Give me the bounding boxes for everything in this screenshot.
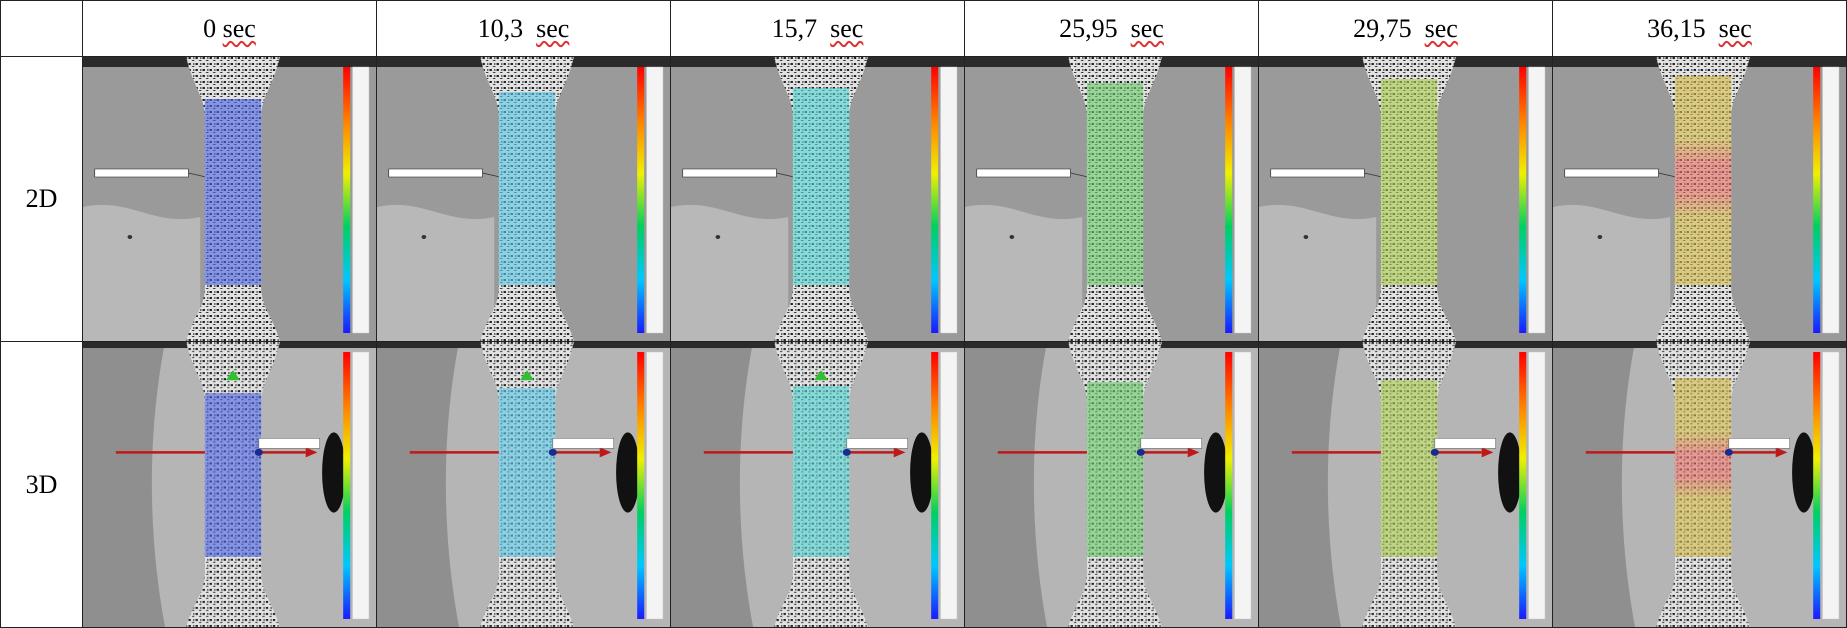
time-header: 15,7 sec [670,0,965,57]
strain-map-2d [377,57,670,341]
header-row: 0 sec 10,3 sec 15,7 sec 25,95 sec 29,75 … [0,0,1847,57]
time-header: 29,75 sec [1258,0,1553,57]
frame-3d [670,341,965,628]
strain-map-3d [671,342,964,627]
frame-3d [376,341,671,628]
frame-3d [1258,341,1553,628]
strain-map-2d [83,57,376,341]
frame-2d [1258,56,1553,342]
time-header: 10,3 sec [376,0,671,57]
strain-map-2d [965,57,1258,341]
strain-map-3d [965,342,1258,627]
frame-3d [82,341,377,628]
strain-map-3d [377,342,670,627]
frame-2d [82,56,377,342]
frame-2d [1552,56,1847,342]
row-label-2d: 2D [0,56,83,342]
strain-map-2d [671,57,964,341]
corner-cell [0,0,83,57]
frame-2d [670,56,965,342]
frame-3d [1552,341,1847,628]
time-header: 36,15 sec [1552,0,1847,57]
row-label-3d: 3D [0,341,83,628]
frame-2d [376,56,671,342]
frame-3d [964,341,1259,628]
strain-map-2d [1259,57,1552,341]
strain-map-3d [83,342,376,627]
row-3d: 3D [0,341,1847,628]
frame-2d [964,56,1259,342]
strain-map-2d [1553,57,1846,341]
row-2d: 2D [0,56,1847,342]
time-header: 0 sec [82,0,377,57]
strain-map-3d [1259,342,1552,627]
strain-map-3d [1553,342,1846,627]
time-header: 25,95 sec [964,0,1259,57]
